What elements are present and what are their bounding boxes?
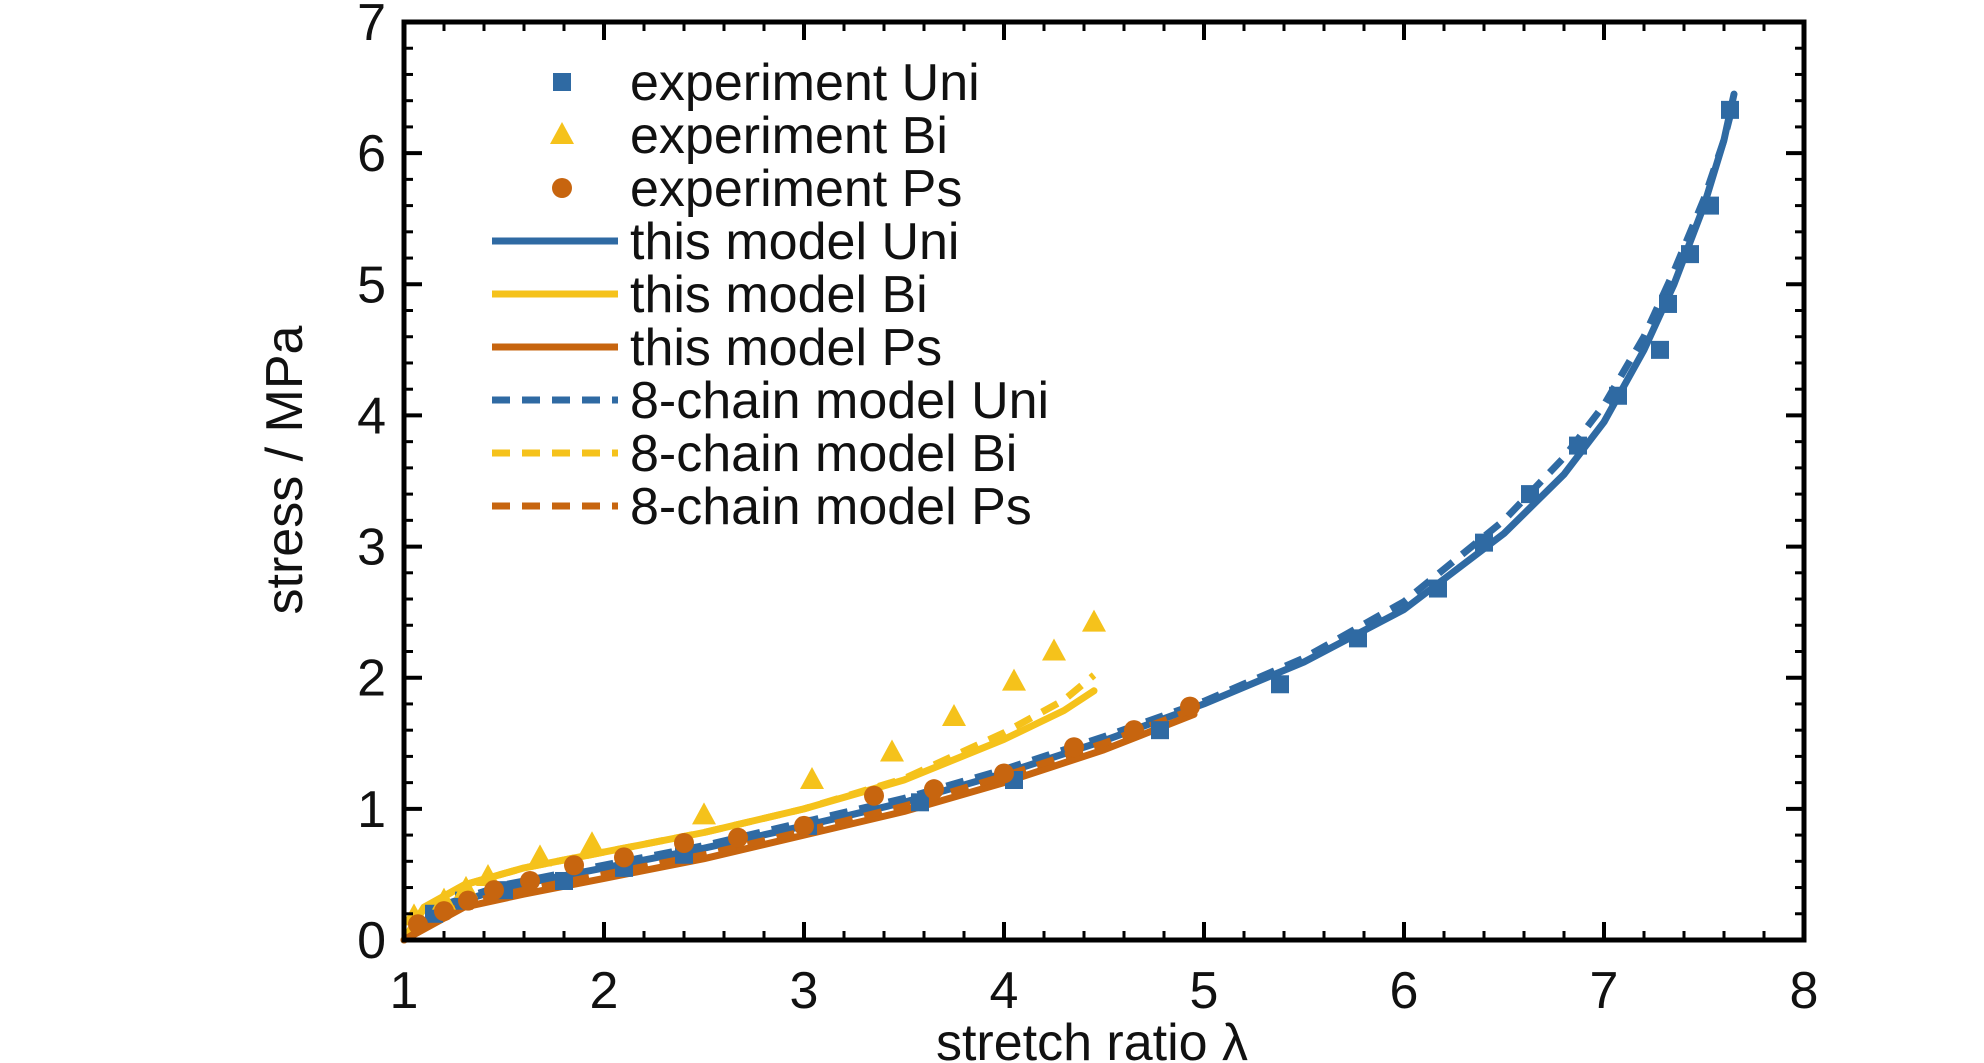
y-tick-label: 7 [357,0,386,52]
data-point-square [1475,533,1493,552]
data-point-triangle [942,704,966,727]
legend-label: experiment Uni [630,54,980,112]
y-tick-label: 5 [357,256,386,314]
y-tick-label: 2 [357,650,386,708]
legend-label: this model Ps [630,319,942,377]
legend-entry: experiment Ps [552,160,962,218]
legend-label: experiment Ps [630,160,962,218]
data-point-square [911,793,929,812]
legend-label: 8-chain model Bi [630,425,1017,483]
data-point-square [1659,294,1677,313]
x-tick-label: 7 [1590,962,1619,1020]
plot-frame [401,19,1807,943]
data-point-circle [994,763,1014,784]
legend-label: experiment Bi [630,107,948,165]
legend-label: 8-chain model Ps [630,478,1032,536]
series-line-8-chain-model-uni [401,99,1738,943]
legend-entry: this model Uni [492,213,959,271]
y-tick-label: 0 [357,912,386,970]
x-tick-label: 4 [990,962,1019,1020]
legend-entry: experiment Uni [553,54,980,112]
data-point-square [1429,579,1447,598]
legend-entry: experiment Bi [550,107,948,165]
legend-label: this model Bi [630,266,928,324]
series-line-this-model-uni [400,90,1738,944]
x-tick-label: 2 [590,962,619,1020]
data-point-circle [924,779,944,800]
data-point-square [1681,245,1699,264]
x-axis-label: stretch ratio λ [936,1014,1248,1063]
data-point-circle [458,890,478,911]
legend-marker-circle [552,178,572,198]
data-point-square [1651,340,1669,359]
data-point-circle [564,855,584,876]
x-tick-label: 5 [1190,962,1219,1020]
y-axis-label: stress / MPa [256,325,314,614]
data-point-circle [674,832,694,853]
legend-entry: 8-chain model Uni [492,372,1049,430]
data-point-circle [614,847,634,868]
data-point-square [1521,485,1539,504]
data-point-square [555,871,573,890]
data-point-circle [794,815,814,836]
x-tick-label: 8 [1790,962,1819,1020]
legend-marker-square [553,73,571,91]
data-point-square [1271,675,1289,694]
legend-entry: this model Ps [492,319,942,377]
data-point-circle [434,901,454,922]
x-tick-label: 1 [390,962,419,1020]
y-tick-label: 6 [357,125,386,183]
data-point-triangle [1082,609,1106,632]
data-point-triangle [880,739,904,762]
y-tick-label: 4 [357,387,386,445]
data-point-square [1721,100,1739,119]
y-tick-label: 1 [357,781,386,839]
series-line-this-model-bi [400,687,1098,944]
data-point-square [1569,436,1587,455]
data-point-square [1349,629,1367,648]
x-tick-label: 3 [790,962,819,1020]
x-tick-label: 6 [1390,962,1419,1020]
ticks-layer [402,20,1806,942]
data-point-triangle [580,831,604,854]
y-tick-label: 3 [357,519,386,577]
legend-label: this model Uni [630,213,959,271]
data-point-circle [1064,737,1084,758]
data-point-circle [864,785,884,806]
data-point-circle [728,827,748,848]
series-layer [400,90,1739,944]
data-point-square [1151,721,1169,740]
legend-label: 8-chain model Uni [630,372,1049,430]
data-point-triangle [692,802,716,825]
data-point-circle [408,914,428,935]
data-point-triangle [1002,668,1026,691]
legend-entry: 8-chain model Bi [492,425,1017,483]
data-point-circle [484,880,504,901]
legend-entry: 8-chain model Ps [492,478,1032,536]
data-point-square [1701,196,1719,215]
legend-marker-triangle [550,122,574,144]
data-point-circle [1180,696,1200,717]
data-point-triangle [528,844,552,867]
data-point-triangle [1042,638,1066,661]
series-line-8-chain-model-bi [401,672,1097,942]
data-point-circle [520,870,540,891]
series-line-this-model-ps [400,710,1198,944]
legend-entry: this model Bi [492,266,928,324]
data-point-circle [1124,720,1144,741]
data-point-square [1609,386,1627,405]
data-point-triangle [800,767,824,790]
